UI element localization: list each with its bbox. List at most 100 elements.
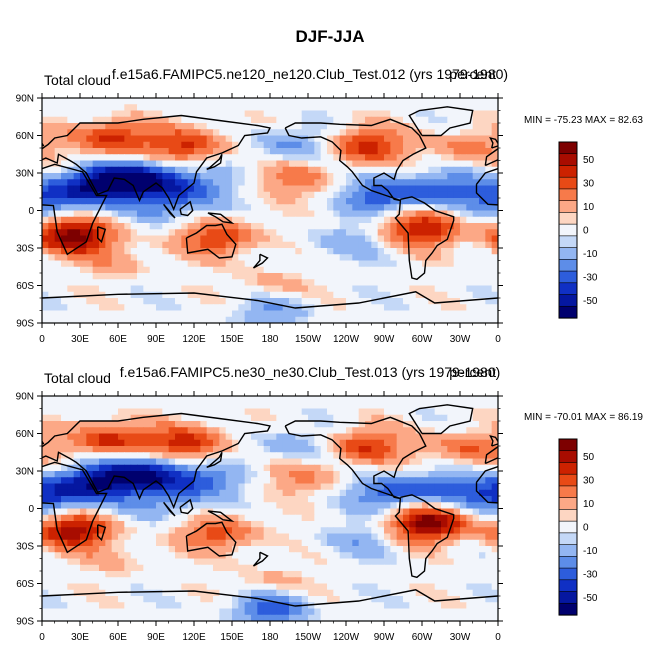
field-cell bbox=[149, 298, 157, 305]
field-cell bbox=[447, 489, 455, 497]
field-cell bbox=[447, 285, 455, 293]
field-cell bbox=[301, 396, 309, 403]
field-cell bbox=[314, 241, 322, 249]
field-cell bbox=[213, 533, 220, 541]
field-cell bbox=[118, 160, 125, 168]
field-cell bbox=[42, 446, 49, 453]
field-cell bbox=[263, 502, 271, 510]
field-cell bbox=[162, 216, 170, 224]
field-cell bbox=[187, 546, 195, 553]
field-cell bbox=[479, 558, 486, 566]
field-cell bbox=[466, 577, 474, 585]
field-cell bbox=[162, 285, 170, 293]
field-cell bbox=[251, 439, 258, 447]
field-cell bbox=[320, 452, 328, 460]
field-cell bbox=[206, 273, 214, 280]
field-cell bbox=[491, 471, 498, 478]
field-cell bbox=[320, 421, 328, 428]
field-cell bbox=[175, 508, 182, 516]
field-cell bbox=[409, 135, 417, 143]
field-cell bbox=[403, 527, 410, 535]
field-cell bbox=[289, 402, 296, 410]
field-cell bbox=[244, 241, 252, 249]
field-cell bbox=[441, 564, 448, 572]
field-cell bbox=[384, 291, 391, 299]
field-cell bbox=[181, 129, 189, 137]
field-cell bbox=[225, 546, 233, 553]
field-cell bbox=[415, 402, 423, 410]
field-cell bbox=[219, 539, 227, 547]
field-cell bbox=[390, 141, 398, 149]
field-cell bbox=[92, 546, 100, 553]
field-cell bbox=[42, 210, 49, 218]
field-cell bbox=[156, 110, 163, 118]
field-cell bbox=[346, 477, 353, 485]
field-cell bbox=[143, 446, 151, 453]
field-cell bbox=[314, 564, 322, 572]
field-cell bbox=[251, 502, 258, 510]
field-cell bbox=[409, 179, 417, 187]
field-cell bbox=[80, 260, 87, 268]
field-cell bbox=[422, 179, 429, 187]
field-cell bbox=[485, 173, 493, 180]
field-cell bbox=[105, 558, 113, 566]
field-cell bbox=[111, 266, 119, 274]
field-cell bbox=[358, 304, 366, 312]
field-cell bbox=[460, 98, 467, 105]
field-cell bbox=[54, 533, 62, 541]
field-cell bbox=[441, 110, 448, 118]
field-cell bbox=[263, 198, 271, 205]
field-cell bbox=[384, 402, 391, 410]
field-cell bbox=[327, 546, 334, 553]
field-cell bbox=[232, 458, 239, 466]
x-tick-label: 120E bbox=[182, 334, 206, 345]
field-cell bbox=[156, 116, 163, 124]
field-cell bbox=[238, 414, 246, 422]
field-cell bbox=[238, 564, 246, 572]
field-cell bbox=[168, 123, 176, 130]
field-cell bbox=[441, 502, 448, 510]
field-cell bbox=[396, 185, 404, 193]
field-cell bbox=[213, 439, 220, 447]
field-cell bbox=[175, 521, 182, 528]
field-cell bbox=[156, 254, 163, 262]
field-cell bbox=[232, 135, 239, 143]
field-cell bbox=[118, 539, 125, 547]
field-cell bbox=[251, 266, 258, 274]
field-cell bbox=[42, 552, 49, 560]
field-cell bbox=[181, 577, 189, 585]
field-cell bbox=[73, 316, 81, 323]
field-cell bbox=[428, 166, 436, 174]
field-cell bbox=[251, 185, 258, 193]
field-cell bbox=[301, 483, 309, 491]
field-cell bbox=[251, 248, 258, 255]
field-cell bbox=[149, 546, 157, 553]
field-cell bbox=[320, 577, 328, 585]
field-cell bbox=[244, 235, 252, 243]
field-cell bbox=[187, 396, 195, 403]
field-cell bbox=[48, 141, 56, 149]
field-cell bbox=[346, 496, 353, 503]
field-cell bbox=[422, 483, 429, 491]
field-cell bbox=[447, 527, 455, 535]
field-cell bbox=[441, 154, 448, 162]
field-cell bbox=[257, 129, 265, 137]
field-cell bbox=[428, 179, 436, 187]
field-cell bbox=[460, 260, 467, 268]
field-cell bbox=[295, 396, 303, 403]
field-cell bbox=[225, 571, 233, 578]
field-cell bbox=[339, 439, 347, 447]
field-cell bbox=[346, 260, 353, 268]
field-cell bbox=[301, 291, 309, 299]
field-cell bbox=[168, 421, 176, 428]
field-cell bbox=[213, 539, 220, 547]
field-cell bbox=[339, 154, 347, 162]
field-cell bbox=[358, 433, 366, 441]
field-cell bbox=[308, 502, 315, 510]
field-cell bbox=[92, 577, 100, 585]
field-cell bbox=[156, 148, 163, 155]
field-cell bbox=[447, 110, 455, 118]
field-cell bbox=[244, 552, 252, 560]
field-cell bbox=[384, 458, 391, 466]
field-cell bbox=[453, 414, 461, 422]
